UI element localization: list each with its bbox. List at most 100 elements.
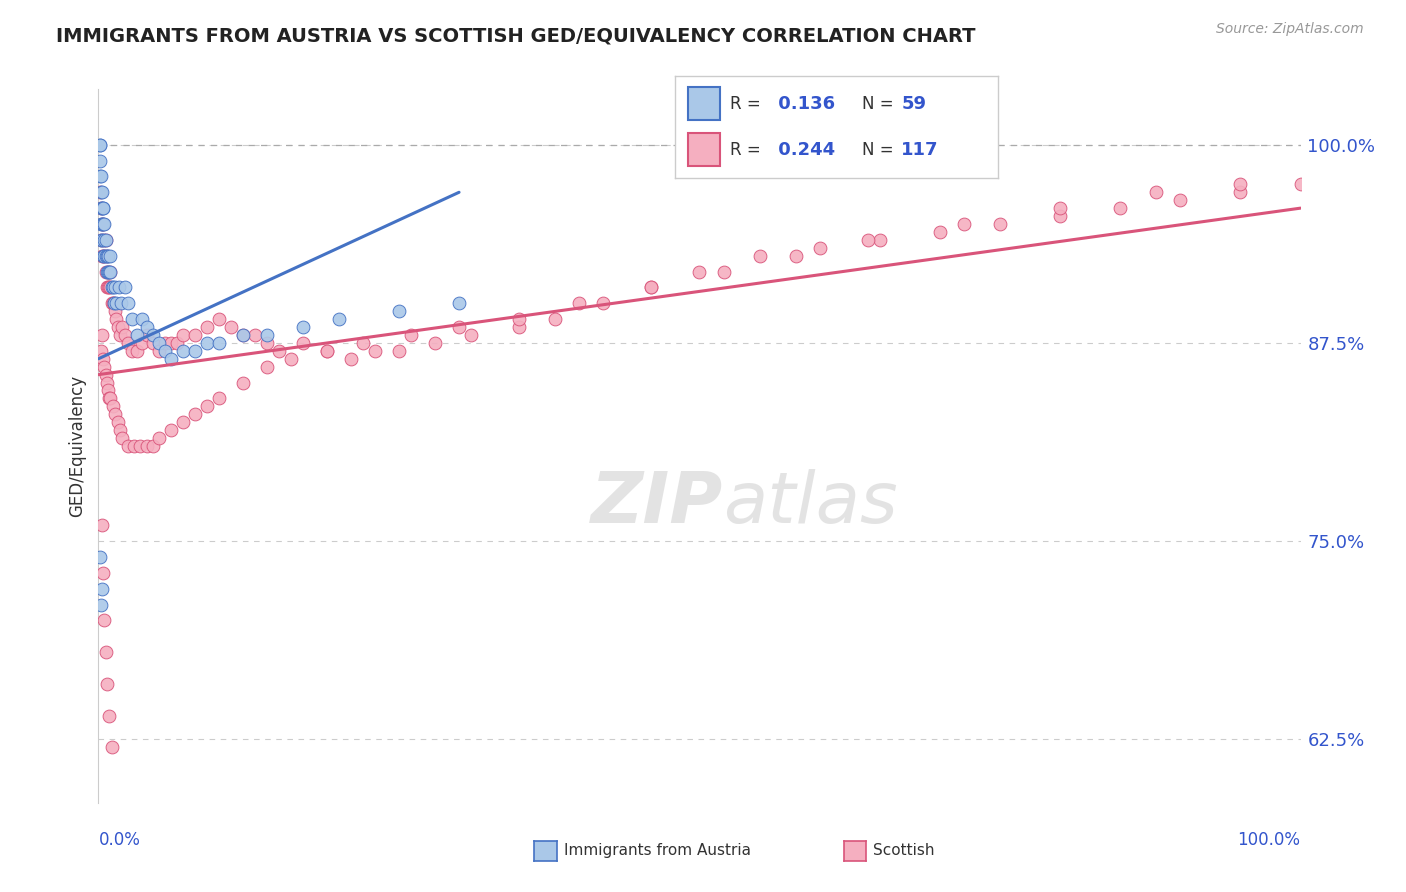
Point <box>195 400 218 414</box>
Point <box>256 328 278 343</box>
Point <box>232 376 254 390</box>
Text: Scottish: Scottish <box>873 844 935 858</box>
Point <box>315 343 337 358</box>
Point <box>195 335 218 350</box>
Point <box>96 249 118 263</box>
Point <box>256 335 278 350</box>
Point <box>90 201 112 215</box>
Point <box>117 335 139 350</box>
Point <box>388 343 411 358</box>
Point <box>100 264 122 278</box>
Point <box>856 233 879 247</box>
Point <box>256 359 278 374</box>
Point <box>640 280 662 294</box>
Point <box>131 335 153 350</box>
Point <box>91 249 114 263</box>
Point <box>97 264 120 278</box>
Bar <box>688 133 720 166</box>
Point <box>508 320 530 334</box>
Point <box>100 296 122 310</box>
Point <box>111 320 134 334</box>
Point <box>91 217 114 231</box>
Point <box>89 549 111 564</box>
Point <box>91 217 114 231</box>
Text: 0.244: 0.244 <box>772 141 835 159</box>
Text: Immigrants from Austria: Immigrants from Austria <box>564 844 751 858</box>
Point <box>91 186 114 200</box>
Point <box>280 351 302 366</box>
Point <box>114 328 136 343</box>
Point <box>1170 193 1192 207</box>
Point <box>94 249 117 263</box>
Point <box>96 280 118 294</box>
Point <box>1229 178 1251 192</box>
Point <box>93 614 115 628</box>
Point <box>100 249 122 263</box>
Point <box>117 439 139 453</box>
Point <box>135 439 157 453</box>
Point <box>93 233 115 247</box>
Point <box>91 582 114 596</box>
Point <box>107 415 129 429</box>
Point <box>90 598 112 612</box>
Bar <box>688 87 720 120</box>
Point <box>232 328 254 343</box>
Point <box>90 169 112 184</box>
Point <box>125 328 148 343</box>
Point <box>90 233 112 247</box>
Point <box>94 233 117 247</box>
Point <box>1049 209 1071 223</box>
Point <box>153 335 176 350</box>
Point <box>89 186 111 200</box>
Point <box>94 264 117 278</box>
Point <box>121 312 143 326</box>
Point <box>104 407 127 421</box>
Point <box>91 249 114 263</box>
Point <box>91 518 114 533</box>
Point <box>808 241 831 255</box>
Point <box>208 335 231 350</box>
Point <box>592 296 614 310</box>
Point <box>364 343 387 358</box>
Point <box>172 415 194 429</box>
Point <box>93 359 115 374</box>
Point <box>568 296 591 310</box>
Point <box>640 280 662 294</box>
Point <box>97 384 120 398</box>
Text: Source: ZipAtlas.com: Source: ZipAtlas.com <box>1216 22 1364 37</box>
Point <box>869 233 891 247</box>
Point <box>98 708 121 723</box>
Text: atlas: atlas <box>724 468 898 538</box>
Point <box>90 233 112 247</box>
Point <box>96 264 118 278</box>
Point <box>141 335 163 350</box>
Point <box>91 201 114 215</box>
Point <box>98 392 121 406</box>
Text: N =: N = <box>862 95 900 112</box>
Point <box>689 264 711 278</box>
Point <box>131 312 153 326</box>
Point <box>232 328 254 343</box>
Point <box>315 343 337 358</box>
Point <box>148 335 170 350</box>
Point <box>100 740 122 755</box>
Point <box>129 439 152 453</box>
Point <box>388 304 411 318</box>
Point <box>96 677 118 691</box>
Point <box>172 328 194 343</box>
Point <box>108 280 131 294</box>
Point <box>91 566 114 580</box>
Point <box>340 351 363 366</box>
Point <box>90 217 112 231</box>
Point <box>508 312 530 326</box>
Point <box>90 201 112 215</box>
Text: ZIP: ZIP <box>592 468 724 538</box>
Point <box>183 407 205 421</box>
Point <box>91 328 114 343</box>
Point <box>101 280 124 294</box>
Point <box>1229 186 1251 200</box>
Point <box>135 320 157 334</box>
Point <box>97 280 120 294</box>
Point <box>91 201 114 215</box>
Point <box>94 645 117 659</box>
